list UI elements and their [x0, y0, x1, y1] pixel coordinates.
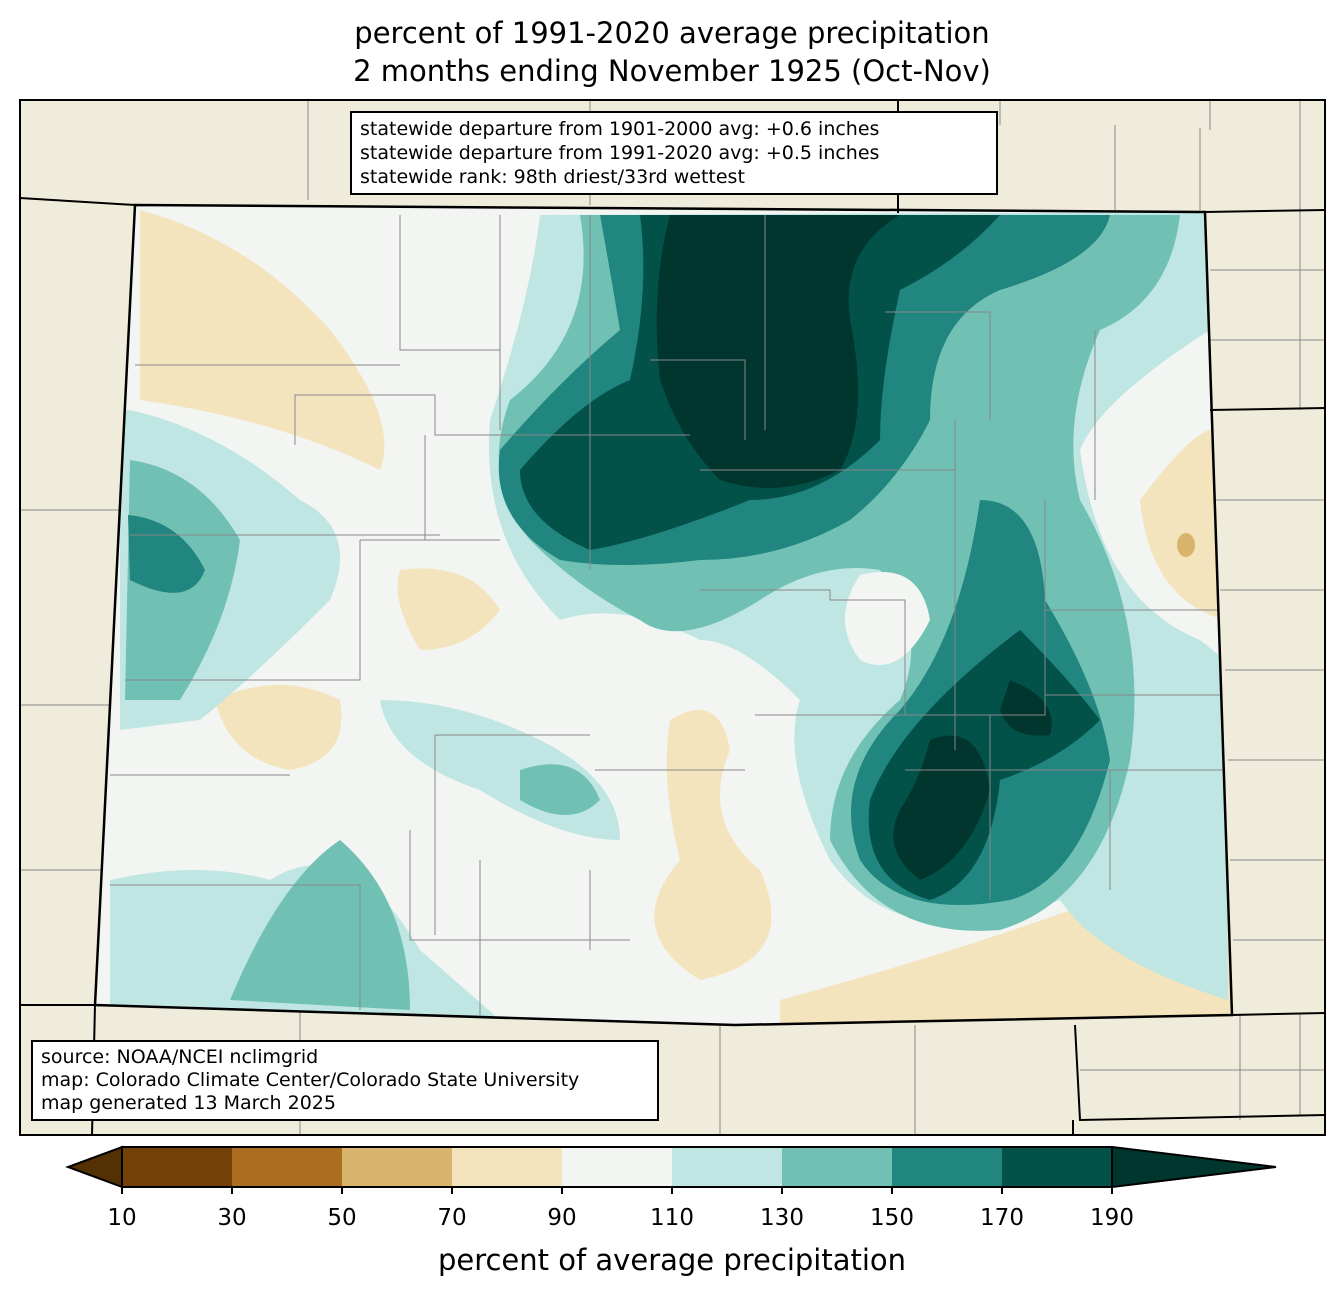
source-line-3: map generated 13 March 2025	[41, 1092, 336, 1114]
colorbar-segment	[122, 1147, 232, 1187]
source-line-1: source: NOAA/NCEI nclimgrid	[41, 1046, 319, 1068]
colorbar-tick-label: 170	[980, 1205, 1024, 1231]
colorbar-label: percent of average precipitation	[437, 1243, 907, 1277]
stats-line-2: statewide departure from 1991-2020 avg: …	[360, 142, 880, 164]
colorbar-tick-label: 30	[217, 1205, 247, 1231]
colorbar-segment	[232, 1147, 342, 1187]
colorbar-over-arrow	[1111, 1145, 1277, 1189]
statewide-stats-box: statewide departure from 1901-2000 avg: …	[350, 111, 998, 195]
colorbar-outline	[121, 1146, 1113, 1188]
colorbar-tick-label: 90	[547, 1205, 577, 1231]
colorbar-under-arrow	[65, 1145, 123, 1189]
colorbar-tick-label: 130	[760, 1205, 804, 1231]
stats-line-3: statewide rank: 98th driest/33rd wettest	[360, 166, 745, 188]
colorbar-segment	[892, 1147, 1002, 1187]
colorbar-segment	[1002, 1147, 1112, 1187]
title-line-2: 2 months ending November 1925 (Oct-Nov)	[353, 54, 991, 88]
colorbar-segment	[782, 1147, 892, 1187]
colorbar-tick-label: 50	[327, 1205, 357, 1231]
source-line-2: map: Colorado Climate Center/Colorado St…	[41, 1069, 580, 1091]
colorbar-segment	[562, 1147, 672, 1187]
stats-line-1: statewide departure from 1901-2000 avg: …	[360, 118, 880, 140]
colorbar-tick-label: 190	[1090, 1205, 1134, 1231]
map-frame	[19, 99, 1326, 1136]
colorbar-segment	[452, 1147, 562, 1187]
colorbar-segment	[342, 1147, 452, 1187]
colorbar-tick-label: 110	[650, 1205, 694, 1231]
colorbar-tick-label: 70	[437, 1205, 467, 1231]
colorbar-segment	[672, 1147, 782, 1187]
colorado-border	[93, 203, 1234, 1027]
colorbar-tick-label: 10	[107, 1205, 137, 1231]
colorbar	[65, 1145, 1277, 1194]
source-box: source: NOAA/NCEI nclimgrid map: Colorad…	[31, 1040, 659, 1121]
colorbar-tick-label: 150	[870, 1205, 914, 1231]
title-line-1: percent of 1991-2020 average precipitati…	[354, 16, 990, 50]
county-lines	[110, 215, 1225, 1015]
precipitation-field	[95, 205, 1232, 1025]
